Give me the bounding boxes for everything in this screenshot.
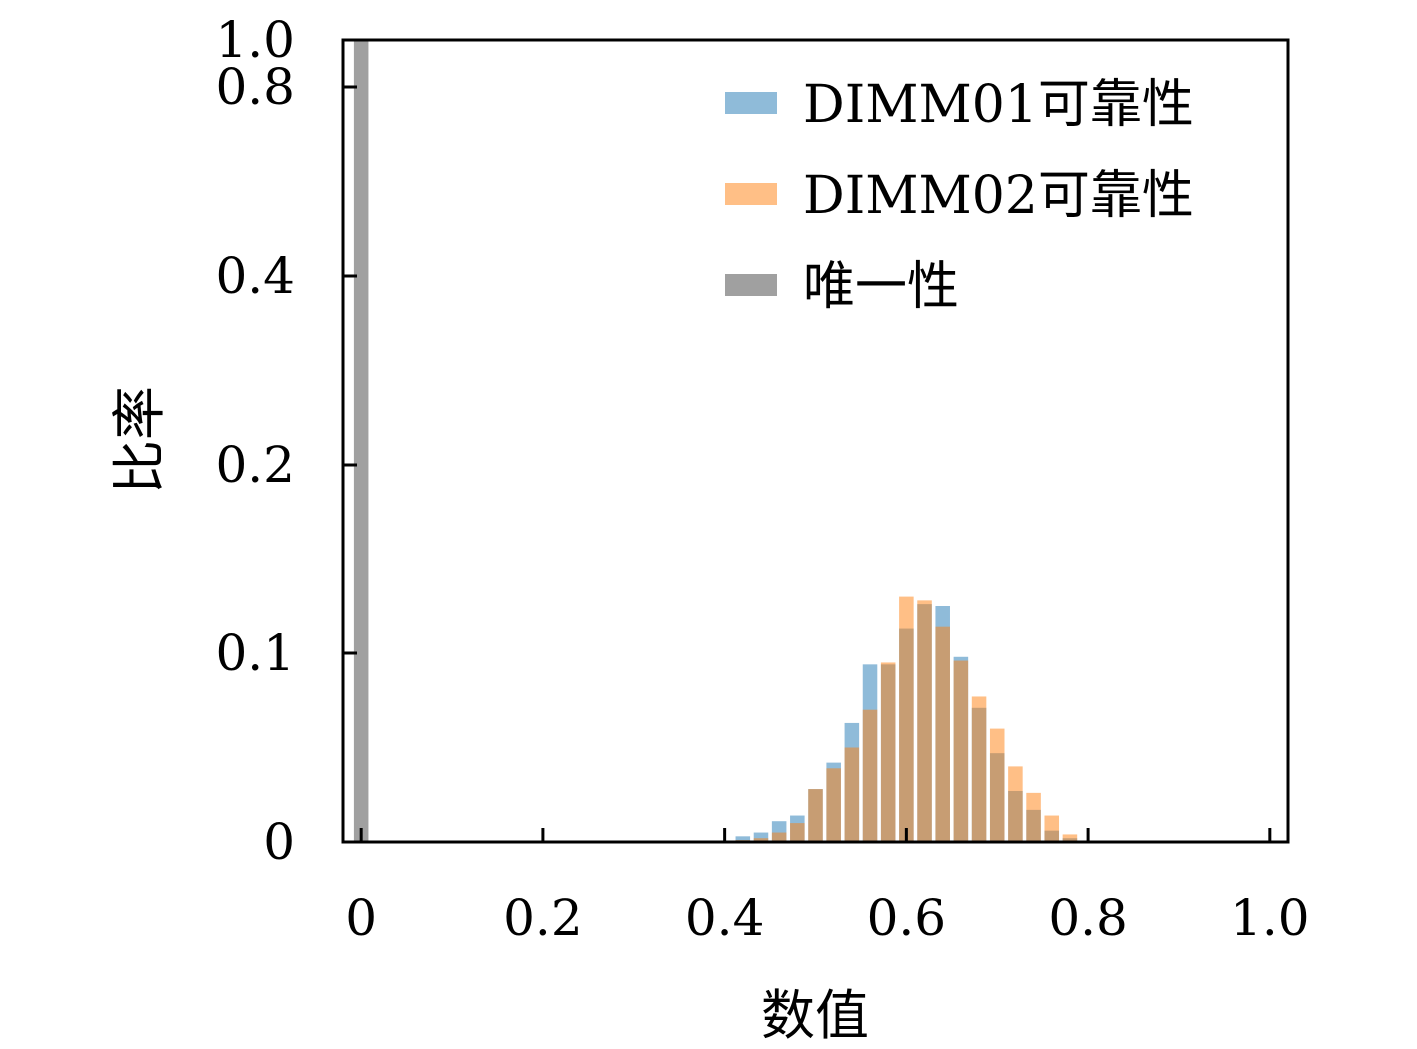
bar xyxy=(917,600,932,842)
x-tick-label: 0.8 xyxy=(1048,889,1128,947)
bar xyxy=(862,709,878,842)
x-tick-label: 0 xyxy=(345,889,377,947)
bars-layer xyxy=(353,40,1078,842)
legend-label: DIMM02可靠性 xyxy=(803,166,1194,226)
bar xyxy=(1026,792,1041,842)
y-tick-label: 0.8 xyxy=(215,58,295,116)
legend-swatch xyxy=(725,183,777,205)
x-tick-label: 1.0 xyxy=(1230,889,1310,947)
bar xyxy=(899,596,914,842)
bar xyxy=(790,823,805,842)
bar xyxy=(1044,815,1060,842)
y-tick-label: 0.2 xyxy=(215,436,295,494)
bar xyxy=(353,40,369,842)
bar xyxy=(753,832,769,842)
y-tick-label: 0.4 xyxy=(215,247,295,305)
y-axis-title: 比率 xyxy=(108,386,171,494)
bar xyxy=(880,662,896,842)
ticks-layer: 0 0.2 0.4 0.6 0.8 1.000.10.20.40.81.0 xyxy=(215,11,1309,947)
legend-entry: DIMM01可靠性 xyxy=(725,75,1194,135)
bar xyxy=(989,728,1005,842)
bar xyxy=(971,696,987,842)
y-tick-label: 1.0 xyxy=(215,11,295,69)
legend-swatch xyxy=(725,274,777,296)
bar xyxy=(771,832,787,842)
bar xyxy=(753,838,769,842)
bar xyxy=(735,836,751,842)
x-axis-title: 数值 xyxy=(761,984,869,1047)
legend-entry: 唯一性 xyxy=(725,257,959,317)
legend-swatch xyxy=(725,92,777,114)
y-tick-label: 0 xyxy=(263,813,295,871)
legend-entry: DIMM02可靠性 xyxy=(725,166,1194,226)
bar xyxy=(826,768,841,842)
y-tick-label: 0.1 xyxy=(215,624,295,682)
x-tick-label: 0.4 xyxy=(685,889,765,947)
bar xyxy=(935,626,950,842)
series-3 xyxy=(353,40,369,842)
bar xyxy=(1062,834,1078,842)
series-2 xyxy=(735,596,1078,842)
legend-label: 唯一性 xyxy=(803,257,959,317)
plot-frame xyxy=(341,38,1290,844)
legend-label: DIMM01可靠性 xyxy=(803,75,1194,135)
x-tick-label: 0.6 xyxy=(867,889,947,947)
bar xyxy=(844,747,860,842)
x-tick-label: 0.2 xyxy=(503,889,583,947)
bar xyxy=(1008,766,1023,842)
bar xyxy=(953,660,969,842)
bar xyxy=(808,789,823,842)
